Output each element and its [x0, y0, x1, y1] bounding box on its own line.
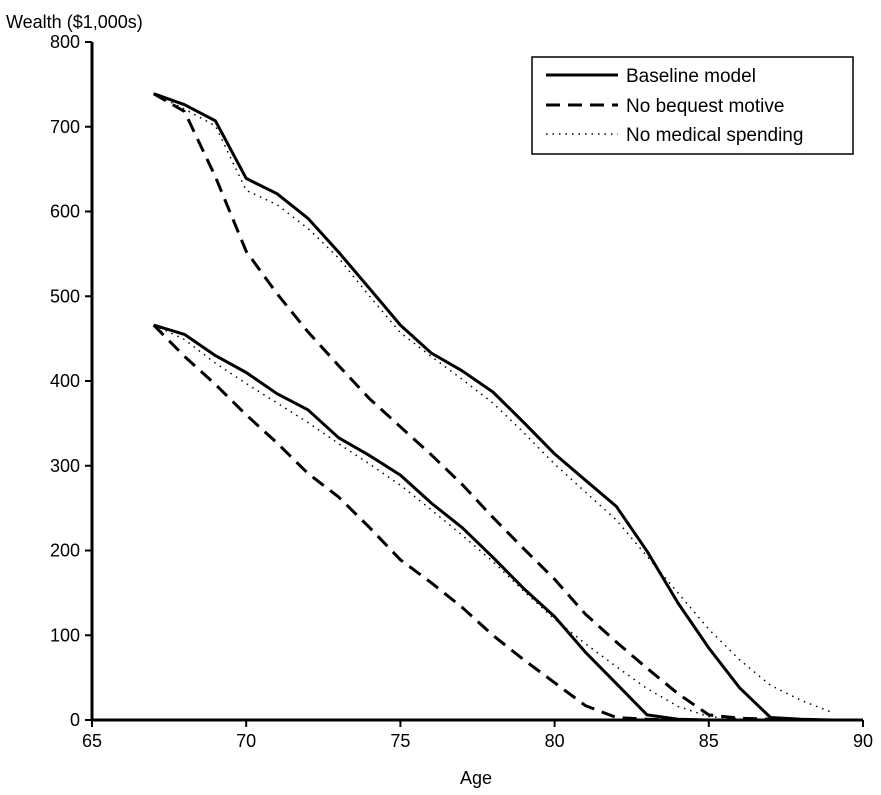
x-axis-label: Age: [460, 768, 492, 788]
x-tick-label: 90: [853, 731, 873, 751]
x-tick-label: 70: [236, 731, 256, 751]
legend-label-no-medical: No medical spending: [626, 125, 803, 146]
y-tick-label: 200: [50, 541, 80, 561]
y-tick-label: 100: [50, 625, 80, 645]
x-tick-label: 80: [545, 731, 565, 751]
legend: Baseline model No bequest motive No medi…: [531, 56, 854, 155]
series-line-no-medical-spending-low: [153, 324, 833, 721]
series-lines: [152, 92, 833, 722]
y-tick-label: 0: [70, 710, 80, 730]
legend-box: [531, 56, 854, 155]
series-line-no-medical-spending-high: [153, 93, 833, 714]
legend-label-no-bequest: No bequest motive: [626, 96, 784, 117]
x-tick-label: 75: [390, 731, 410, 751]
x-tick-label: 65: [82, 731, 102, 751]
y-tick-label: 400: [50, 371, 80, 391]
y-tick-label: 600: [50, 202, 80, 222]
y-tick-label: 500: [50, 286, 80, 306]
series-line-baseline-model-low: [153, 323, 833, 722]
y-tick-label: 700: [50, 117, 80, 137]
legend-label-baseline: Baseline model: [626, 66, 756, 87]
series-line-baseline-model-high: [153, 92, 833, 722]
y-tick-label: 800: [50, 32, 80, 52]
series-line-no-bequest-motive-high: [152, 92, 833, 722]
x-tick-label: 85: [699, 731, 719, 751]
series-line-no-bequest-motive-low: [152, 324, 833, 722]
axes: 0 100 200 300 400 500 600 700 800 65 70 75 80 85 90: [50, 32, 873, 751]
y-tick-label: 300: [50, 456, 80, 476]
y-axis-label: Wealth ($1,000s): [6, 12, 143, 32]
